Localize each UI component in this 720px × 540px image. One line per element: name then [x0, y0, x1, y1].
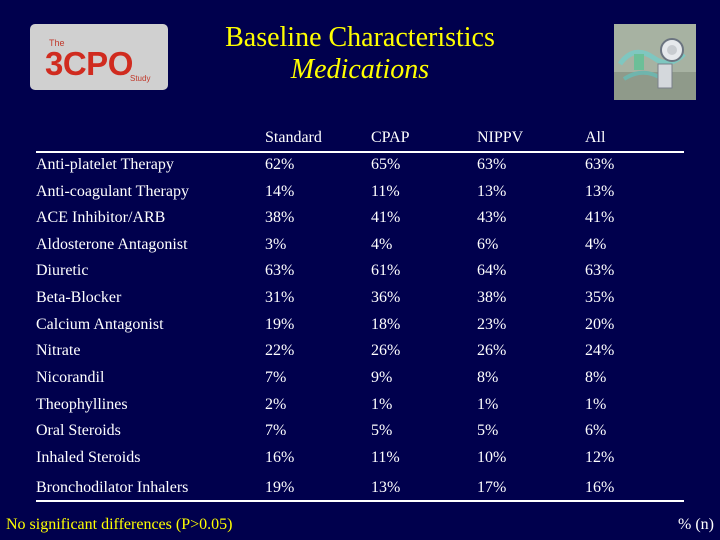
- medication-name: Calcium Antagonist: [36, 316, 164, 333]
- medication-name: Bronchodilator Inhalers: [36, 479, 189, 496]
- percentage-cell: 26%: [477, 342, 507, 359]
- medication-name: Theophyllines: [36, 396, 128, 413]
- percentage-cell: 17%: [477, 479, 507, 496]
- percentage-cell: 1%: [585, 396, 607, 413]
- percentage-cell: 13%: [371, 479, 401, 496]
- medication-name: Aldosterone Antagonist: [36, 236, 188, 253]
- percentage-cell: 31%: [265, 289, 295, 306]
- percentage-cell: 38%: [477, 289, 507, 306]
- column-header: NIPPV: [477, 129, 524, 146]
- percentage-cell: 4%: [585, 236, 607, 253]
- percentage-cell: 36%: [371, 289, 401, 306]
- percentage-cell: 41%: [371, 209, 401, 226]
- percentage-cell: 24%: [585, 342, 615, 359]
- percentage-cell: 2%: [265, 396, 287, 413]
- percentage-cell: 62%: [265, 156, 295, 173]
- study-logo: The 3CPO Study: [30, 24, 168, 90]
- table-top-rule: [36, 151, 684, 153]
- percentage-cell: 23%: [477, 316, 507, 333]
- percentage-cell: 16%: [265, 449, 295, 466]
- percentage-cell: 64%: [477, 262, 507, 279]
- percentage-cell: 1%: [371, 396, 393, 413]
- footnote: No significant differences (P>0.05): [6, 516, 233, 533]
- percentage-cell: 63%: [477, 156, 507, 173]
- percentage-cell: 5%: [371, 422, 393, 439]
- equipment-photo: [614, 24, 696, 100]
- medication-name: Diuretic: [36, 262, 89, 279]
- percentage-cell: 63%: [585, 262, 615, 279]
- percentage-cell: 4%: [371, 236, 393, 253]
- percentage-cell: 18%: [371, 316, 401, 333]
- percentage-cell: 11%: [371, 449, 400, 466]
- percentage-cell: 1%: [477, 396, 499, 413]
- percentage-cell: 12%: [585, 449, 615, 466]
- percentage-cell: 6%: [585, 422, 607, 439]
- percentage-cell: 16%: [585, 479, 615, 496]
- percentage-cell: 9%: [371, 369, 393, 386]
- medication-name: ACE Inhibitor/ARB: [36, 209, 166, 226]
- percentage-cell: 19%: [265, 479, 295, 496]
- percentage-cell: 41%: [585, 209, 615, 226]
- logo-the-text: The: [49, 38, 65, 48]
- slide-title-block: Baseline Characteristics Medications: [150, 22, 570, 86]
- percentage-cell: 38%: [265, 209, 295, 226]
- logo-study-text: Study: [130, 74, 151, 83]
- percentage-cell: 35%: [585, 289, 615, 306]
- percentage-cell: 63%: [585, 156, 615, 173]
- column-header: Standard: [265, 129, 322, 146]
- medication-name: Nitrate: [36, 342, 81, 359]
- percentage-cell: 65%: [371, 156, 401, 173]
- unit-note: % (n): [678, 516, 714, 533]
- percentage-cell: 11%: [371, 183, 400, 200]
- percentage-cell: 7%: [265, 369, 287, 386]
- percentage-cell: 6%: [477, 236, 499, 253]
- percentage-cell: 8%: [477, 369, 499, 386]
- percentage-cell: 10%: [477, 449, 507, 466]
- percentage-cell: 7%: [265, 422, 287, 439]
- medication-name: Beta-Blocker: [36, 289, 122, 306]
- percentage-cell: 14%: [265, 183, 295, 200]
- column-header: All: [585, 129, 606, 146]
- table-bottom-rule: [36, 500, 684, 502]
- percentage-cell: 22%: [265, 342, 295, 359]
- percentage-cell: 43%: [477, 209, 507, 226]
- slide-title: Baseline Characteristics: [225, 22, 495, 53]
- medication-name: Oral Steroids: [36, 422, 121, 439]
- logo-main-text: 3CPO: [45, 45, 133, 82]
- percentage-cell: 19%: [265, 316, 295, 333]
- percentage-cell: 20%: [585, 316, 615, 333]
- medication-name: Nicorandil: [36, 369, 105, 386]
- percentage-cell: 61%: [371, 262, 401, 279]
- column-header: CPAP: [371, 129, 410, 146]
- percentage-cell: 3%: [265, 236, 287, 253]
- percentage-cell: 26%: [371, 342, 401, 359]
- percentage-cell: 8%: [585, 369, 607, 386]
- medication-name: Anti-platelet Therapy: [36, 156, 174, 173]
- percentage-cell: 5%: [477, 422, 499, 439]
- percentage-cell: 13%: [585, 183, 615, 200]
- slide-subtitle: Medications: [290, 54, 430, 85]
- percentage-cell: 63%: [265, 262, 295, 279]
- medication-name: Inhaled Steroids: [36, 449, 141, 466]
- medication-name: Anti-coagulant Therapy: [36, 183, 189, 200]
- percentage-cell: 13%: [477, 183, 507, 200]
